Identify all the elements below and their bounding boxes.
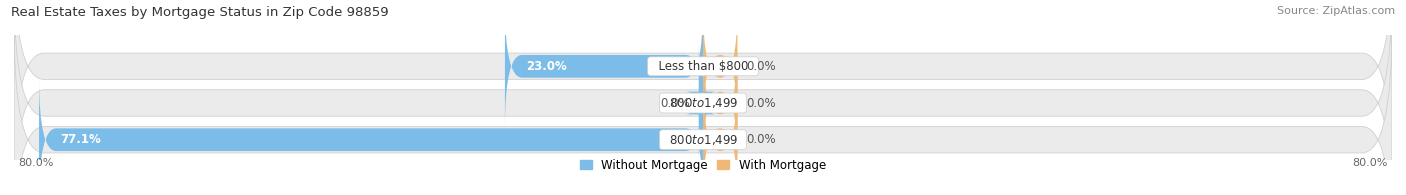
- FancyBboxPatch shape: [14, 0, 1392, 182]
- Text: $800 to $1,499: $800 to $1,499: [662, 133, 744, 147]
- FancyBboxPatch shape: [703, 41, 738, 165]
- Text: Less than $800: Less than $800: [651, 60, 755, 73]
- Text: 0.0%: 0.0%: [661, 97, 690, 110]
- Text: 77.1%: 77.1%: [60, 133, 101, 146]
- Text: 0.0%: 0.0%: [747, 60, 776, 73]
- Text: 23.0%: 23.0%: [526, 60, 567, 73]
- Text: $800 to $1,499: $800 to $1,499: [662, 96, 744, 110]
- FancyBboxPatch shape: [703, 4, 738, 128]
- FancyBboxPatch shape: [686, 41, 716, 165]
- Legend: Without Mortgage, With Mortgage: Without Mortgage, With Mortgage: [575, 154, 831, 176]
- Text: 80.0%: 80.0%: [1353, 158, 1388, 168]
- Text: 80.0%: 80.0%: [18, 158, 53, 168]
- FancyBboxPatch shape: [505, 4, 703, 128]
- Text: 0.0%: 0.0%: [747, 133, 776, 146]
- Text: 0.0%: 0.0%: [747, 97, 776, 110]
- FancyBboxPatch shape: [39, 78, 703, 195]
- Text: Source: ZipAtlas.com: Source: ZipAtlas.com: [1277, 6, 1395, 16]
- FancyBboxPatch shape: [14, 0, 1392, 195]
- FancyBboxPatch shape: [703, 78, 738, 195]
- Text: Real Estate Taxes by Mortgage Status in Zip Code 98859: Real Estate Taxes by Mortgage Status in …: [11, 6, 389, 19]
- FancyBboxPatch shape: [14, 24, 1392, 195]
